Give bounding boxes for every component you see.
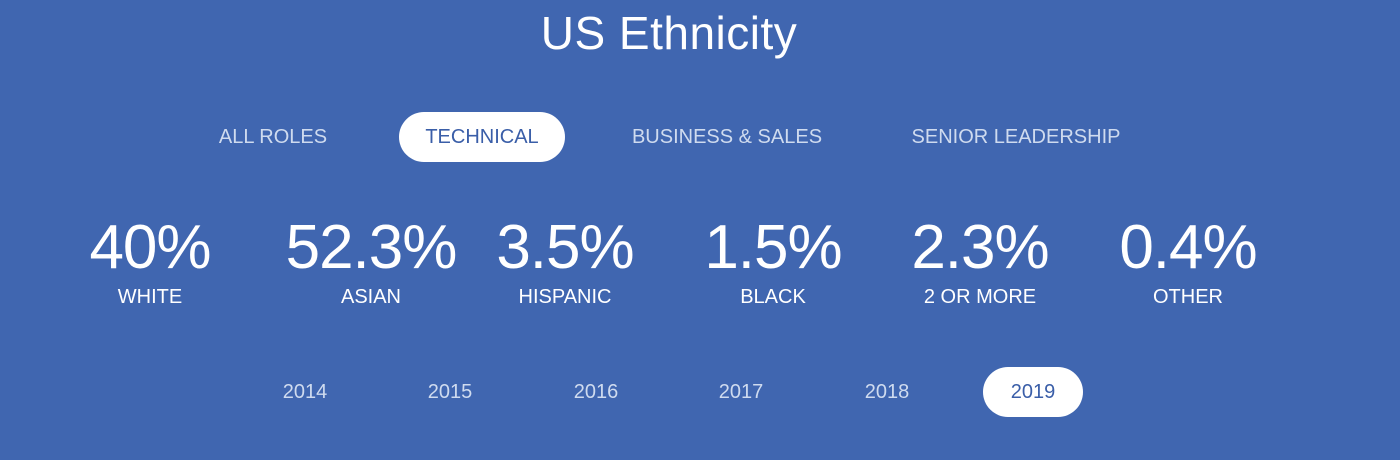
stat-label: HISPANIC [455,284,675,310]
year-tab-2018[interactable]: 2018 [837,367,937,417]
stat-label: OTHER [1078,284,1298,310]
stat-other: 0.4% OTHER [1078,212,1298,310]
stat-label: WHITE [40,284,260,310]
year-tab-2015[interactable]: 2015 [400,367,500,417]
stat-white: 40% WHITE [40,212,260,310]
year-tab-2014[interactable]: 2014 [255,367,355,417]
stat-label: ASIAN [261,284,481,310]
stat-two-or-more: 2.3% 2 OR MORE [870,212,1090,310]
tab-all-roles[interactable]: ALL ROLES [190,112,356,162]
year-tab-2017[interactable]: 2017 [691,367,791,417]
tab-senior-leadership[interactable]: SENIOR LEADERSHIP [895,112,1137,162]
year-tab-2016[interactable]: 2016 [546,367,646,417]
page-title: US Ethnicity [0,6,1338,60]
stat-value: 0.4% [1078,212,1298,284]
tab-technical[interactable]: TECHNICAL [399,112,565,162]
stat-value: 2.3% [870,212,1090,284]
stat-value: 40% [40,212,260,284]
stat-value: 3.5% [455,212,675,284]
stat-label: 2 OR MORE [870,284,1090,310]
stat-label: BLACK [663,284,883,310]
stat-hispanic: 3.5% HISPANIC [455,212,675,310]
stat-black: 1.5% BLACK [663,212,883,310]
tab-business-and-sales[interactable]: BUSINESS & SALES [615,112,839,162]
stat-asian: 52.3% ASIAN [261,212,481,310]
stat-value: 1.5% [663,212,883,284]
stat-value: 52.3% [261,212,481,284]
year-tab-2019[interactable]: 2019 [983,367,1083,417]
